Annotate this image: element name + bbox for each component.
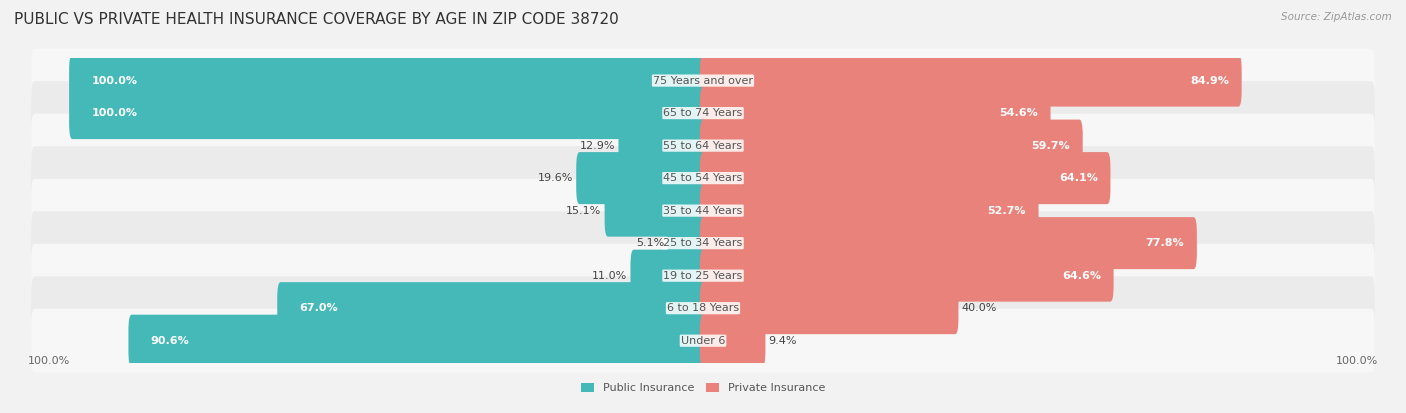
Text: 25 to 34 Years: 25 to 34 Years <box>664 238 742 248</box>
Text: 90.6%: 90.6% <box>150 336 190 346</box>
FancyBboxPatch shape <box>619 120 706 172</box>
Text: 55 to 64 Years: 55 to 64 Years <box>664 140 742 151</box>
Text: 9.4%: 9.4% <box>769 336 797 346</box>
FancyBboxPatch shape <box>700 152 1111 204</box>
Legend: Public Insurance, Private Insurance: Public Insurance, Private Insurance <box>576 378 830 398</box>
FancyBboxPatch shape <box>700 120 1083 172</box>
Text: 15.1%: 15.1% <box>567 206 602 216</box>
Text: 40.0%: 40.0% <box>962 303 997 313</box>
Text: 54.6%: 54.6% <box>1000 108 1038 118</box>
Text: 45 to 54 Years: 45 to 54 Years <box>664 173 742 183</box>
Text: 75 Years and over: 75 Years and over <box>652 76 754 85</box>
Text: Under 6: Under 6 <box>681 336 725 346</box>
FancyBboxPatch shape <box>31 179 1375 242</box>
Text: 100.0%: 100.0% <box>91 108 138 118</box>
FancyBboxPatch shape <box>700 249 1114 301</box>
Text: 67.0%: 67.0% <box>299 303 337 313</box>
FancyBboxPatch shape <box>69 87 706 139</box>
FancyBboxPatch shape <box>31 211 1375 275</box>
Text: PUBLIC VS PRIVATE HEALTH INSURANCE COVERAGE BY AGE IN ZIP CODE 38720: PUBLIC VS PRIVATE HEALTH INSURANCE COVER… <box>14 12 619 27</box>
Text: 59.7%: 59.7% <box>1032 140 1070 151</box>
Text: 19 to 25 Years: 19 to 25 Years <box>664 271 742 281</box>
Text: 64.6%: 64.6% <box>1062 271 1101 281</box>
FancyBboxPatch shape <box>700 55 1241 107</box>
FancyBboxPatch shape <box>31 146 1375 210</box>
FancyBboxPatch shape <box>31 244 1375 308</box>
Text: 12.9%: 12.9% <box>579 140 616 151</box>
FancyBboxPatch shape <box>605 185 706 237</box>
FancyBboxPatch shape <box>31 49 1375 112</box>
Text: 100.0%: 100.0% <box>91 76 138 85</box>
FancyBboxPatch shape <box>128 315 706 367</box>
Text: 100.0%: 100.0% <box>28 356 70 366</box>
FancyBboxPatch shape <box>700 185 1039 237</box>
Text: 6 to 18 Years: 6 to 18 Years <box>666 303 740 313</box>
FancyBboxPatch shape <box>700 217 1197 269</box>
Text: 19.6%: 19.6% <box>537 173 574 183</box>
Text: 52.7%: 52.7% <box>987 206 1026 216</box>
Text: 84.9%: 84.9% <box>1189 76 1229 85</box>
Text: 5.1%: 5.1% <box>637 238 665 248</box>
FancyBboxPatch shape <box>700 87 1050 139</box>
Text: 65 to 74 Years: 65 to 74 Years <box>664 108 742 118</box>
FancyBboxPatch shape <box>31 81 1375 145</box>
FancyBboxPatch shape <box>31 276 1375 340</box>
Text: 11.0%: 11.0% <box>592 271 627 281</box>
FancyBboxPatch shape <box>31 114 1375 178</box>
FancyBboxPatch shape <box>700 315 765 367</box>
Text: 100.0%: 100.0% <box>1336 356 1378 366</box>
Text: Source: ZipAtlas.com: Source: ZipAtlas.com <box>1281 12 1392 22</box>
Text: 77.8%: 77.8% <box>1146 238 1184 248</box>
FancyBboxPatch shape <box>69 55 706 107</box>
FancyBboxPatch shape <box>630 249 706 301</box>
FancyBboxPatch shape <box>31 309 1375 373</box>
Text: 35 to 44 Years: 35 to 44 Years <box>664 206 742 216</box>
Text: 64.1%: 64.1% <box>1059 173 1098 183</box>
FancyBboxPatch shape <box>576 152 706 204</box>
FancyBboxPatch shape <box>668 217 706 269</box>
FancyBboxPatch shape <box>700 282 959 334</box>
FancyBboxPatch shape <box>277 282 706 334</box>
